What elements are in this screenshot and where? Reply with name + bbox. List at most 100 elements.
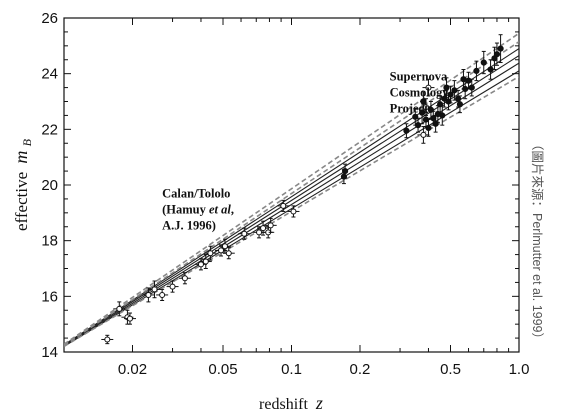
data-point [287,205,300,218]
calan-tololo-data-point [181,275,188,282]
data-point [101,334,114,345]
annotation-line: Project [390,102,429,116]
calan-tololo-data-point [256,229,263,236]
calan-tololo-data-point [420,131,427,138]
scp-data-point [473,67,480,74]
data-point [441,89,448,108]
data-point [491,46,498,70]
data-point [468,78,475,97]
data-point [166,280,179,293]
calan-tololo-data-point [207,250,214,257]
x-tick-label: 0.2 [350,361,371,378]
data-point [422,78,435,97]
calan-tololo-data-point [169,283,176,290]
data-point [493,42,501,66]
calan-tololo-data-point [221,243,228,250]
data-point [403,123,410,139]
calan-tololo-data-point [241,230,248,237]
x-tick-label: 0.1 [281,361,302,378]
calan-tololo-data-point [159,291,166,298]
calan-tololo-data-point [225,250,232,257]
y-axis-title: effective m B [11,138,34,231]
axis-ticks [63,17,519,353]
annotation-label: Supernova Cosmology Project [390,70,450,116]
data-point [218,238,231,254]
data-point [238,227,251,240]
data-point [414,117,422,133]
fit-line-6 [64,41,519,346]
scp-data-point [493,51,501,58]
calan-tololo-data-point [218,247,225,254]
y-axis-title-subscript: B [20,138,34,146]
scp-data-point [480,59,487,66]
x-tick-label: 1.0 [509,361,530,378]
x-tick-label: 0.02 [118,361,147,378]
x-axis-tick-labels: 0.02 0.05 0.1 0.2 0.5 1.0 [118,361,530,378]
calan-tololo-data-point [267,222,274,229]
y-tick-label: 22 [41,121,58,138]
data-point [473,60,480,82]
data-point [222,247,235,260]
data-point [487,59,494,80]
scp-data-point [456,101,464,108]
scp-data-point [447,91,454,98]
y-tick-label: 16 [41,288,58,305]
x-tick-label: 0.5 [440,361,461,378]
calan-tololo-data-point [151,286,158,293]
y-tick-label: 26 [41,10,58,27]
data-point [456,95,464,114]
calan-tololo-data-point [290,208,297,215]
plot-area [63,17,520,353]
data-point [142,287,155,303]
annotation-line: Supernova [390,70,448,84]
data-point [113,301,126,317]
data-point [420,91,427,112]
scp-data-point [443,84,450,91]
annotations: Supernova Cosmology Project Calan/Tololo (Ha… [162,70,449,233]
scp-data-point [497,45,504,52]
y-tick-label: 18 [41,233,58,250]
y-tick-label: 14 [41,344,58,361]
data-point [439,105,446,126]
data-point [199,254,212,269]
data-point [341,163,349,179]
y-tick-label: 24 [41,66,58,83]
data-point [443,77,450,98]
fit-line-1 [64,70,519,347]
scp-data-point [341,167,349,175]
scp-data-point [425,124,432,132]
scp-data-point [414,122,422,129]
x-axis-title-symbol: z [315,393,323,413]
y-axis-tick-labels: 14 16 18 20 22 24 26 [41,10,58,361]
y-axis-title-text: effective [12,172,31,231]
annotation-label: Calan/Tololo (Hamuy et al, A.J. 1996) [162,187,234,233]
annotation-line: A.J. 1996) [162,219,216,233]
x-axis-title-text: redshift [259,396,308,413]
annotation-line: Calan/Tololo [162,187,230,201]
x-axis-title: redshift z [259,393,323,413]
calan-tololo-data-point [260,225,267,232]
fit-line-2 [64,62,519,347]
scp-data-point [420,98,427,105]
y-axis-title-symbol: m [11,151,31,164]
scp-data-point [430,115,437,122]
calan-tololo-data-point [425,84,432,91]
y-tick-label: 20 [41,177,58,194]
calan-tololo-data-point [197,261,204,268]
x-tick-label: 0.05 [208,361,237,378]
data-point [462,78,469,100]
data-point [425,119,432,137]
fit-line-5 [64,32,519,345]
data-point [156,288,169,302]
calan-tololo-data-point [126,315,133,322]
calan-tololo-data-point [202,258,209,265]
data-point [178,272,191,285]
calan-tololo-data-point [116,305,123,312]
scp-data-point [439,112,446,119]
image-credit: （圖片來源：Perlmutter et al. 1999） [530,138,544,345]
data-point [264,217,277,233]
scp-data-point [487,66,494,73]
calan-tololo-data-point [145,291,152,298]
data-point [204,245,217,261]
